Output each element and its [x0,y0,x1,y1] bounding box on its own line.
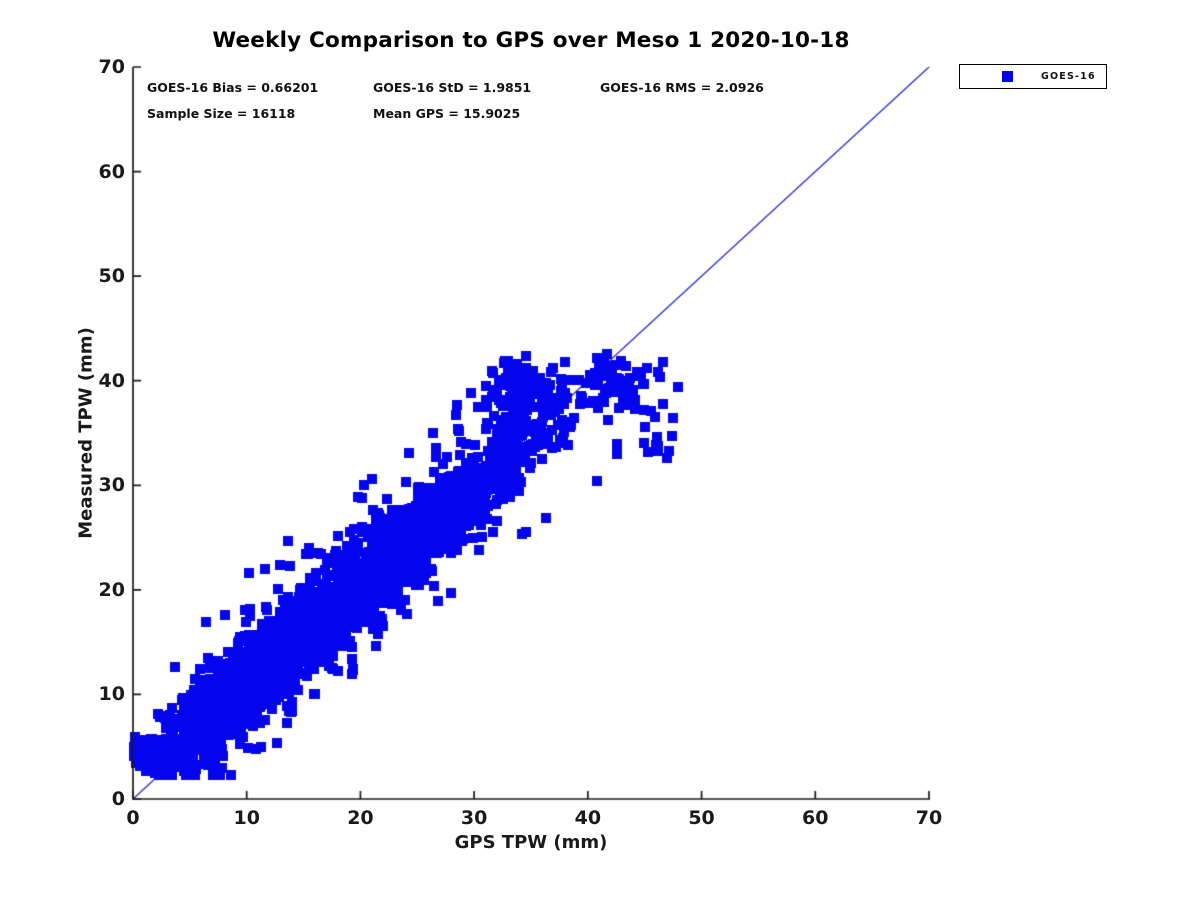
x-tick-label: 10 [233,807,260,829]
x-tick-label: 60 [802,807,829,829]
y-axis-label: Measured TPW (mm) [75,327,97,539]
x-tick-label: 40 [574,807,602,829]
stat-sample-size: Sample Size = 16118 [147,106,296,121]
legend-marker-square-icon [1002,71,1013,82]
x-tick-label: 20 [347,807,374,829]
y-tick-label: 0 [111,788,125,810]
legend-box: GOES-16 [959,64,1107,89]
y-tick-label: 10 [98,683,125,706]
x-axis-label: GPS TPW (mm) [454,832,608,853]
y-tick-label: 30 [98,474,125,497]
y-tick-label: 20 [98,578,125,601]
x-tick-label: 0 [126,807,140,829]
x-tick-label: 30 [460,807,488,829]
y-tick-label: 60 [98,160,125,183]
x-tick-label: 50 [688,807,715,829]
chart-title: Weekly Comparison to GPS over Meso 1 202… [212,28,850,53]
y-tick-label: 40 [98,369,125,392]
x-tick-label: 70 [915,807,943,829]
y-tick-label: 50 [98,265,125,288]
stat-std: GOES-16 StD = 1.9851 [373,80,532,95]
stat-bias: GOES-16 Bias = 0.66201 [147,80,319,95]
stat-rms: GOES-16 RMS = 2.0926 [600,80,764,95]
y-tick-label: 70 [98,56,125,78]
stat-mean-gps: Mean GPS = 15.9025 [373,106,521,121]
legend-label: GOES-16 [1041,71,1096,82]
